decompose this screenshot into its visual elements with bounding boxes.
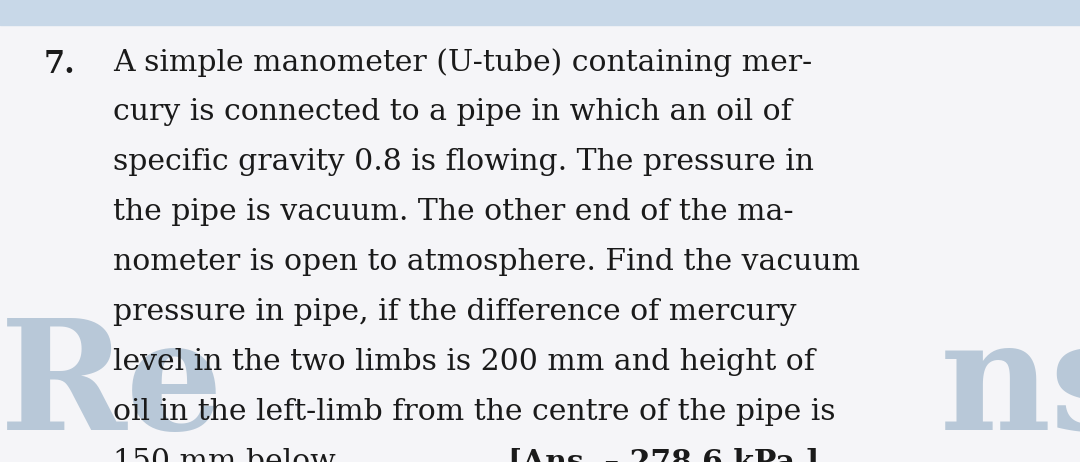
Bar [0,0,1080,25]
Text: Re: Re [0,313,224,462]
Text: oil in the left-limb from the centre of the pipe is: oil in the left-limb from the centre of … [113,398,836,426]
Text: pressure in pipe, if the difference of mercury: pressure in pipe, if the difference of m… [113,298,797,326]
Text: nometer is open to atmosphere. Find the vacuum: nometer is open to atmosphere. Find the … [113,248,861,276]
Text: ns: ns [940,313,1080,462]
Text: 150 mm below.: 150 mm below. [113,448,342,462]
Text: the pipe is vacuum. The other end of the ma-: the pipe is vacuum. The other end of the… [113,198,794,226]
Text: A simple manometer (U-tube) containing mer-: A simple manometer (U-tube) containing m… [113,49,812,77]
Text: level in the two limbs is 200 mm and height of: level in the two limbs is 200 mm and hei… [113,348,815,376]
Text: [Ans. – 278.6 kPa ]: [Ans. – 278.6 kPa ] [508,448,819,462]
Text: specific gravity 0.8 is flowing. The pressure in: specific gravity 0.8 is flowing. The pre… [113,148,814,176]
Text: 7.: 7. [43,49,75,79]
Text: cury is connected to a pipe in which an oil of: cury is connected to a pipe in which an … [113,98,792,127]
